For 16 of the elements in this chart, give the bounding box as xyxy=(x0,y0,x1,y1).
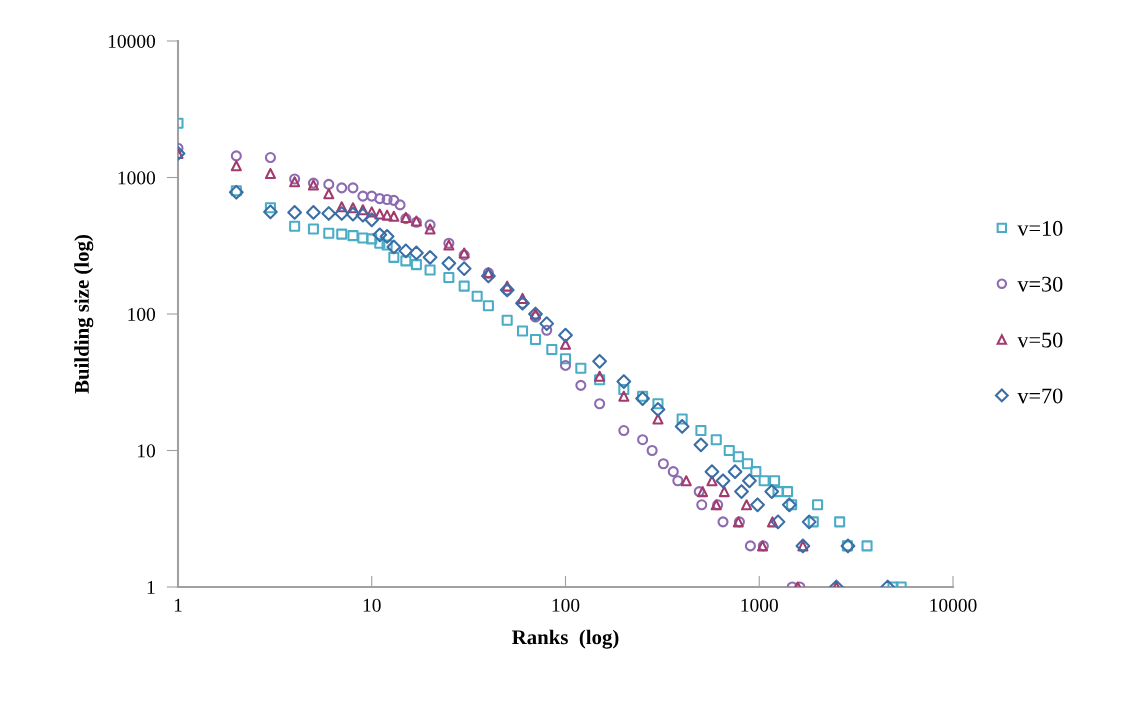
x-tick-label: 100 xyxy=(552,598,580,612)
legend-label: v=50 xyxy=(1017,332,1063,348)
x-tick-label: 1 xyxy=(174,598,182,612)
y-tick-label: 1 xyxy=(147,580,155,594)
legend-label: v=70 xyxy=(1017,388,1063,404)
legend-label: v=30 xyxy=(1017,276,1063,292)
x-axis-title: Ranks (log) xyxy=(512,629,619,649)
x-tick-label: 10 xyxy=(363,598,381,612)
x-tick-label: 10000 xyxy=(930,598,977,612)
legend-label: v=10 xyxy=(1017,220,1063,236)
y-tick-label: 100 xyxy=(128,307,156,321)
x-tick-label: 1000 xyxy=(741,598,778,612)
y-axis-title: Building size (log) xyxy=(74,235,94,394)
y-tick-label: 1000 xyxy=(118,171,156,185)
y-tick-label: 10 xyxy=(138,444,156,458)
y-tick-label: 10000 xyxy=(108,34,156,48)
